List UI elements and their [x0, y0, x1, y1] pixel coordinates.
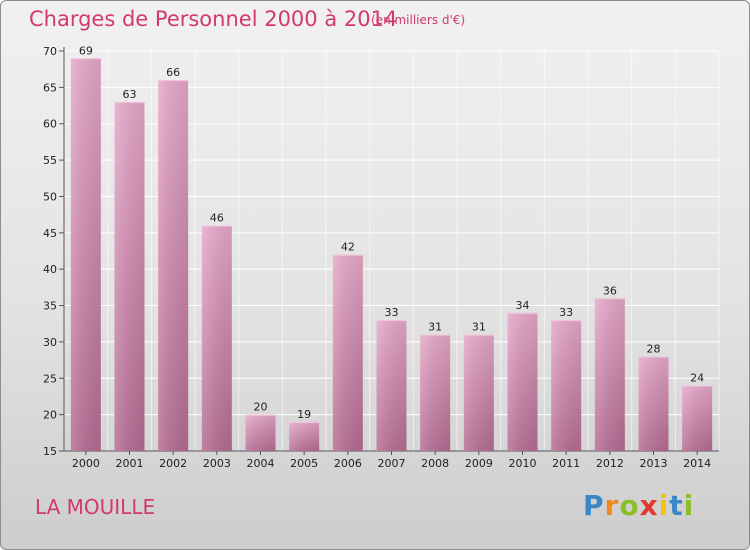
data-labels: 69 63 66 46 20 19 42 33 31 31 34 33 36 28 24 — [79, 44, 704, 421]
data-label-2009: 31 — [472, 321, 486, 334]
bar-shade-2004 — [245, 414, 276, 451]
chart-subtitle: (en milliers d'€) — [371, 13, 466, 27]
x-tick-label-2003: 2003 — [203, 457, 231, 470]
data-label-2010: 34 — [516, 299, 530, 312]
bar-shade-2001 — [114, 101, 145, 451]
bar-shade-2011 — [551, 320, 582, 451]
y-tick-label: 20 — [43, 409, 57, 422]
logo-letter: t — [669, 489, 684, 522]
bar-shade-2006 — [332, 254, 363, 451]
data-label-2012: 36 — [603, 284, 617, 297]
bar-shade-2012 — [594, 298, 625, 451]
bars — [70, 58, 713, 451]
x-tick-label-2007: 2007 — [378, 457, 406, 470]
logo-letter: i — [658, 489, 670, 522]
data-label-2003: 46 — [210, 212, 224, 225]
x-tick-label-2009: 2009 — [465, 457, 493, 470]
x-tick-label-2010: 2010 — [509, 457, 537, 470]
bar-shade-2007 — [376, 320, 407, 451]
axes: 15 20 25 30 35 40 45 50 55 60 65 70 2000 2001 2002 2003… — [43, 45, 719, 470]
x-tick-label-2014: 2014 — [683, 457, 711, 470]
y-tick-label: 70 — [43, 45, 57, 58]
proxiti-logo: Proxiti — [583, 489, 694, 522]
data-label-2004: 20 — [254, 401, 268, 414]
x-tick-label-2013: 2013 — [640, 457, 668, 470]
data-label-2001: 63 — [123, 88, 137, 101]
bar-shade-2003 — [201, 225, 232, 451]
bar-shade-2013 — [638, 356, 669, 451]
y-tick-label: 65 — [43, 81, 57, 94]
y-tick-label: 15 — [43, 445, 57, 458]
chart-title: Charges de Personnel 2000 à 2014 — [29, 7, 398, 31]
bar-shade-2014 — [682, 385, 713, 451]
bar-shade-2002 — [158, 80, 189, 451]
data-label-2013: 28 — [647, 342, 661, 355]
y-tick-label: 55 — [43, 154, 57, 167]
bar-shade-2000 — [70, 58, 101, 451]
data-label-2007: 33 — [385, 306, 399, 319]
x-tick-label-2001: 2001 — [116, 457, 144, 470]
y-tick-label: 60 — [43, 118, 57, 131]
y-tick-label: 40 — [43, 263, 57, 276]
bar-shade-2010 — [507, 312, 538, 451]
x-tick-label-2004: 2004 — [247, 457, 275, 470]
x-tick-label-2006: 2006 — [334, 457, 362, 470]
data-label-2006: 42 — [341, 241, 355, 254]
y-tick-label: 25 — [43, 372, 57, 385]
y-tick-label: 35 — [43, 300, 57, 313]
data-label-2000: 69 — [79, 44, 93, 57]
y-tick-label: 30 — [43, 336, 57, 349]
data-label-2011: 33 — [559, 306, 573, 319]
bar-shade-2005 — [289, 421, 320, 451]
y-tick-label: 50 — [43, 190, 57, 203]
data-label-2014: 24 — [690, 372, 704, 385]
logo-letter: o — [619, 489, 640, 522]
x-tick-label-2000: 2000 — [72, 457, 100, 470]
commune-name: LA MOUILLE — [35, 495, 156, 519]
y-tick-label: 45 — [43, 227, 57, 240]
bar-shade-2009 — [463, 334, 494, 451]
logo-letter: r — [604, 489, 620, 522]
data-label-2002: 66 — [166, 66, 180, 79]
x-tick-label-2005: 2005 — [290, 457, 318, 470]
x-tick-label-2011: 2011 — [552, 457, 580, 470]
data-label-2008: 31 — [428, 321, 442, 334]
x-tick-label-2008: 2008 — [421, 457, 449, 470]
x-tick-label-2012: 2012 — [596, 457, 624, 470]
data-label-2005: 19 — [297, 408, 311, 421]
logo-letter: i — [683, 489, 695, 522]
logo-letter: x — [639, 489, 659, 522]
bar-shade-2008 — [420, 334, 451, 451]
logo-letter: P — [583, 489, 605, 522]
x-tick-label-2002: 2002 — [159, 457, 187, 470]
